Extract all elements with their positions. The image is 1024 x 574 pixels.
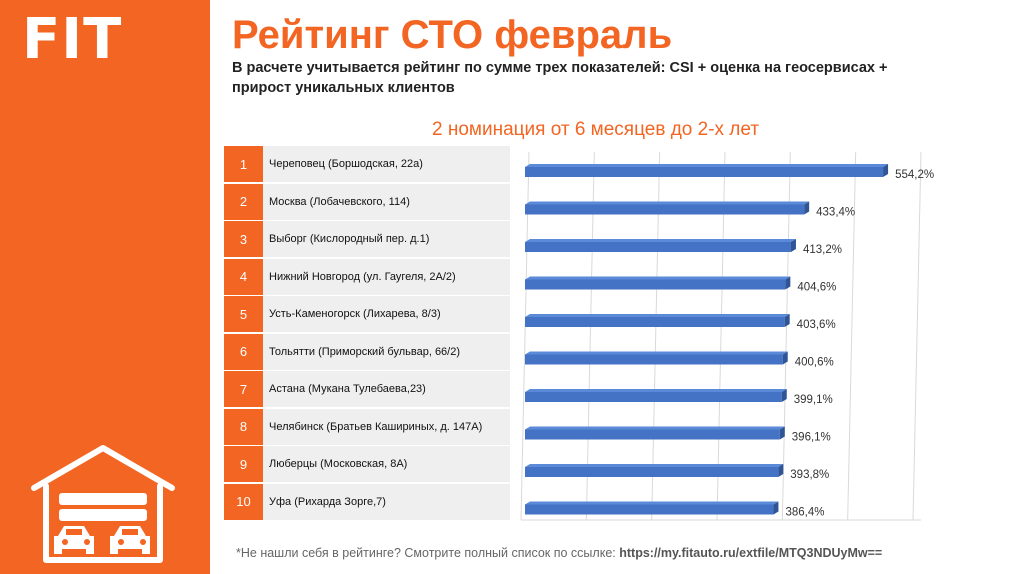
location-cell: Уфа (Рихарда Зорге,7) (263, 483, 510, 520)
rank-cell: 7 (224, 371, 263, 407)
table-row: 8 Челябинск (Братьев Кашириных, д. 147А) (224, 408, 510, 445)
table-row: 7 Астана (Мукана Тулебаева,23) (224, 371, 510, 407)
table-row: 9 Люберцы (Московская, 8А) (224, 446, 510, 482)
bar-end (782, 351, 788, 365)
data-label: 403,6% (797, 319, 836, 331)
bar-top (525, 276, 791, 280)
bar-end (779, 426, 785, 440)
footer-note-text: *Не нашли себя в рейтинге? Смотрите полн… (236, 546, 620, 560)
location-cell: Астана (Мукана Тулебаева,23) (263, 371, 510, 407)
gridline (847, 151, 857, 521)
fit-logo: FIT (22, 7, 123, 72)
data-label: 393,8% (790, 469, 829, 481)
table-row: 2 Москва (Лобачевского, 114) (224, 183, 510, 220)
location-cell: Усть-Каменогорск (Лихарева, 8/3) (263, 296, 510, 332)
bar (525, 204, 805, 215)
table-row: 3 Выборг (Кислородный пер. д.1) (224, 221, 510, 257)
data-label: 433,4% (816, 207, 855, 219)
location-cell: Челябинск (Братьев Кашириных, д. 147А) (263, 408, 510, 445)
rank-cell: 4 (224, 258, 263, 295)
bar-top (525, 164, 889, 167)
table-row: 6 Тольятти (Приморский бульвар, 66/2) (224, 333, 510, 370)
location-cell: Тольятти (Приморский бульвар, 66/2) (263, 333, 510, 370)
data-label: 404,6% (797, 282, 836, 294)
bar-end (781, 389, 787, 402)
page-title: Рейтинг СТО февраль (232, 13, 673, 57)
ranking-table: 1 Череповец (Боршодская, 22а) 2 Москва (Лоб… (224, 146, 510, 521)
rank-cell: 9 (224, 446, 263, 482)
rank-cell: 10 (224, 483, 263, 520)
bar (525, 429, 780, 440)
sidebar: FIT (0, 0, 210, 574)
data-label: 396,1% (792, 432, 831, 444)
bar-end (784, 314, 790, 327)
data-label: 400,6% (795, 357, 834, 369)
bar-top (525, 239, 796, 242)
bar-end (773, 501, 779, 515)
location-cell: Череповец (Боршодская, 22а) (263, 146, 510, 182)
bar (525, 317, 785, 327)
bar (525, 467, 779, 477)
rank-cell: 5 (224, 296, 263, 332)
rank-cell: 1 (224, 146, 263, 182)
bar-end (785, 276, 791, 290)
gridline (912, 151, 922, 521)
location-cell: Люберцы (Московская, 8А) (263, 446, 510, 482)
bar-top (525, 501, 779, 505)
page-subtitle: В расчете учитывается рейтинг по сумме т… (232, 60, 888, 96)
bar-top (525, 314, 790, 317)
bar-top (525, 426, 785, 430)
bar-top (525, 464, 784, 467)
rank-cell: 8 (224, 408, 263, 445)
nomination-title: 2 номинация от 6 месяцев до 2-х лет (432, 119, 760, 140)
bar (525, 242, 791, 252)
data-label: 554,2% (895, 169, 934, 181)
rank-cell: 3 (224, 221, 263, 257)
bar-end (883, 164, 889, 177)
bar (525, 504, 774, 515)
location-cell: Москва (Лобачевского, 114) (263, 183, 510, 220)
garage-icon (31, 445, 175, 563)
bar (525, 167, 884, 177)
bar-top (525, 389, 787, 392)
bar-top (525, 351, 788, 355)
bar-chart: 554,2% 433,4% 413,2% 404,6% 403,6% 400,6% 399,… (520, 151, 934, 521)
footer-note: *Не нашли себя в рейтинге? Смотрите полн… (236, 546, 882, 560)
data-label: 413,2% (803, 244, 842, 256)
bar (525, 354, 783, 365)
location-cell: Выборг (Кислородный пер. д.1) (263, 221, 510, 257)
table-row: 1 Череповец (Боршодская, 22а) (224, 146, 510, 182)
bar-end (790, 239, 796, 252)
bar (525, 279, 786, 290)
data-label: 399,1% (794, 394, 833, 406)
rank-cell: 2 (224, 183, 263, 220)
rank-cell: 6 (224, 333, 263, 370)
footer-link[interactable]: https://my.fitauto.ru/extfile/MTQ3NDUyMw… (619, 546, 883, 560)
bar-end (778, 464, 784, 477)
table-row: 4 Нижний Новгород (ул. Гаугеля, 2А/2) (224, 258, 510, 295)
location-cell: Нижний Новгород (ул. Гаугеля, 2А/2) (263, 258, 510, 295)
data-label: 386,4% (785, 507, 824, 519)
table-row: 5 Усть-Каменогорск (Лихарева, 8/3) (224, 296, 510, 332)
bar (525, 392, 782, 402)
bar-top (525, 201, 810, 205)
bar-end (804, 201, 810, 215)
table-row: 10 Уфа (Рихарда Зорге,7) (224, 483, 510, 520)
